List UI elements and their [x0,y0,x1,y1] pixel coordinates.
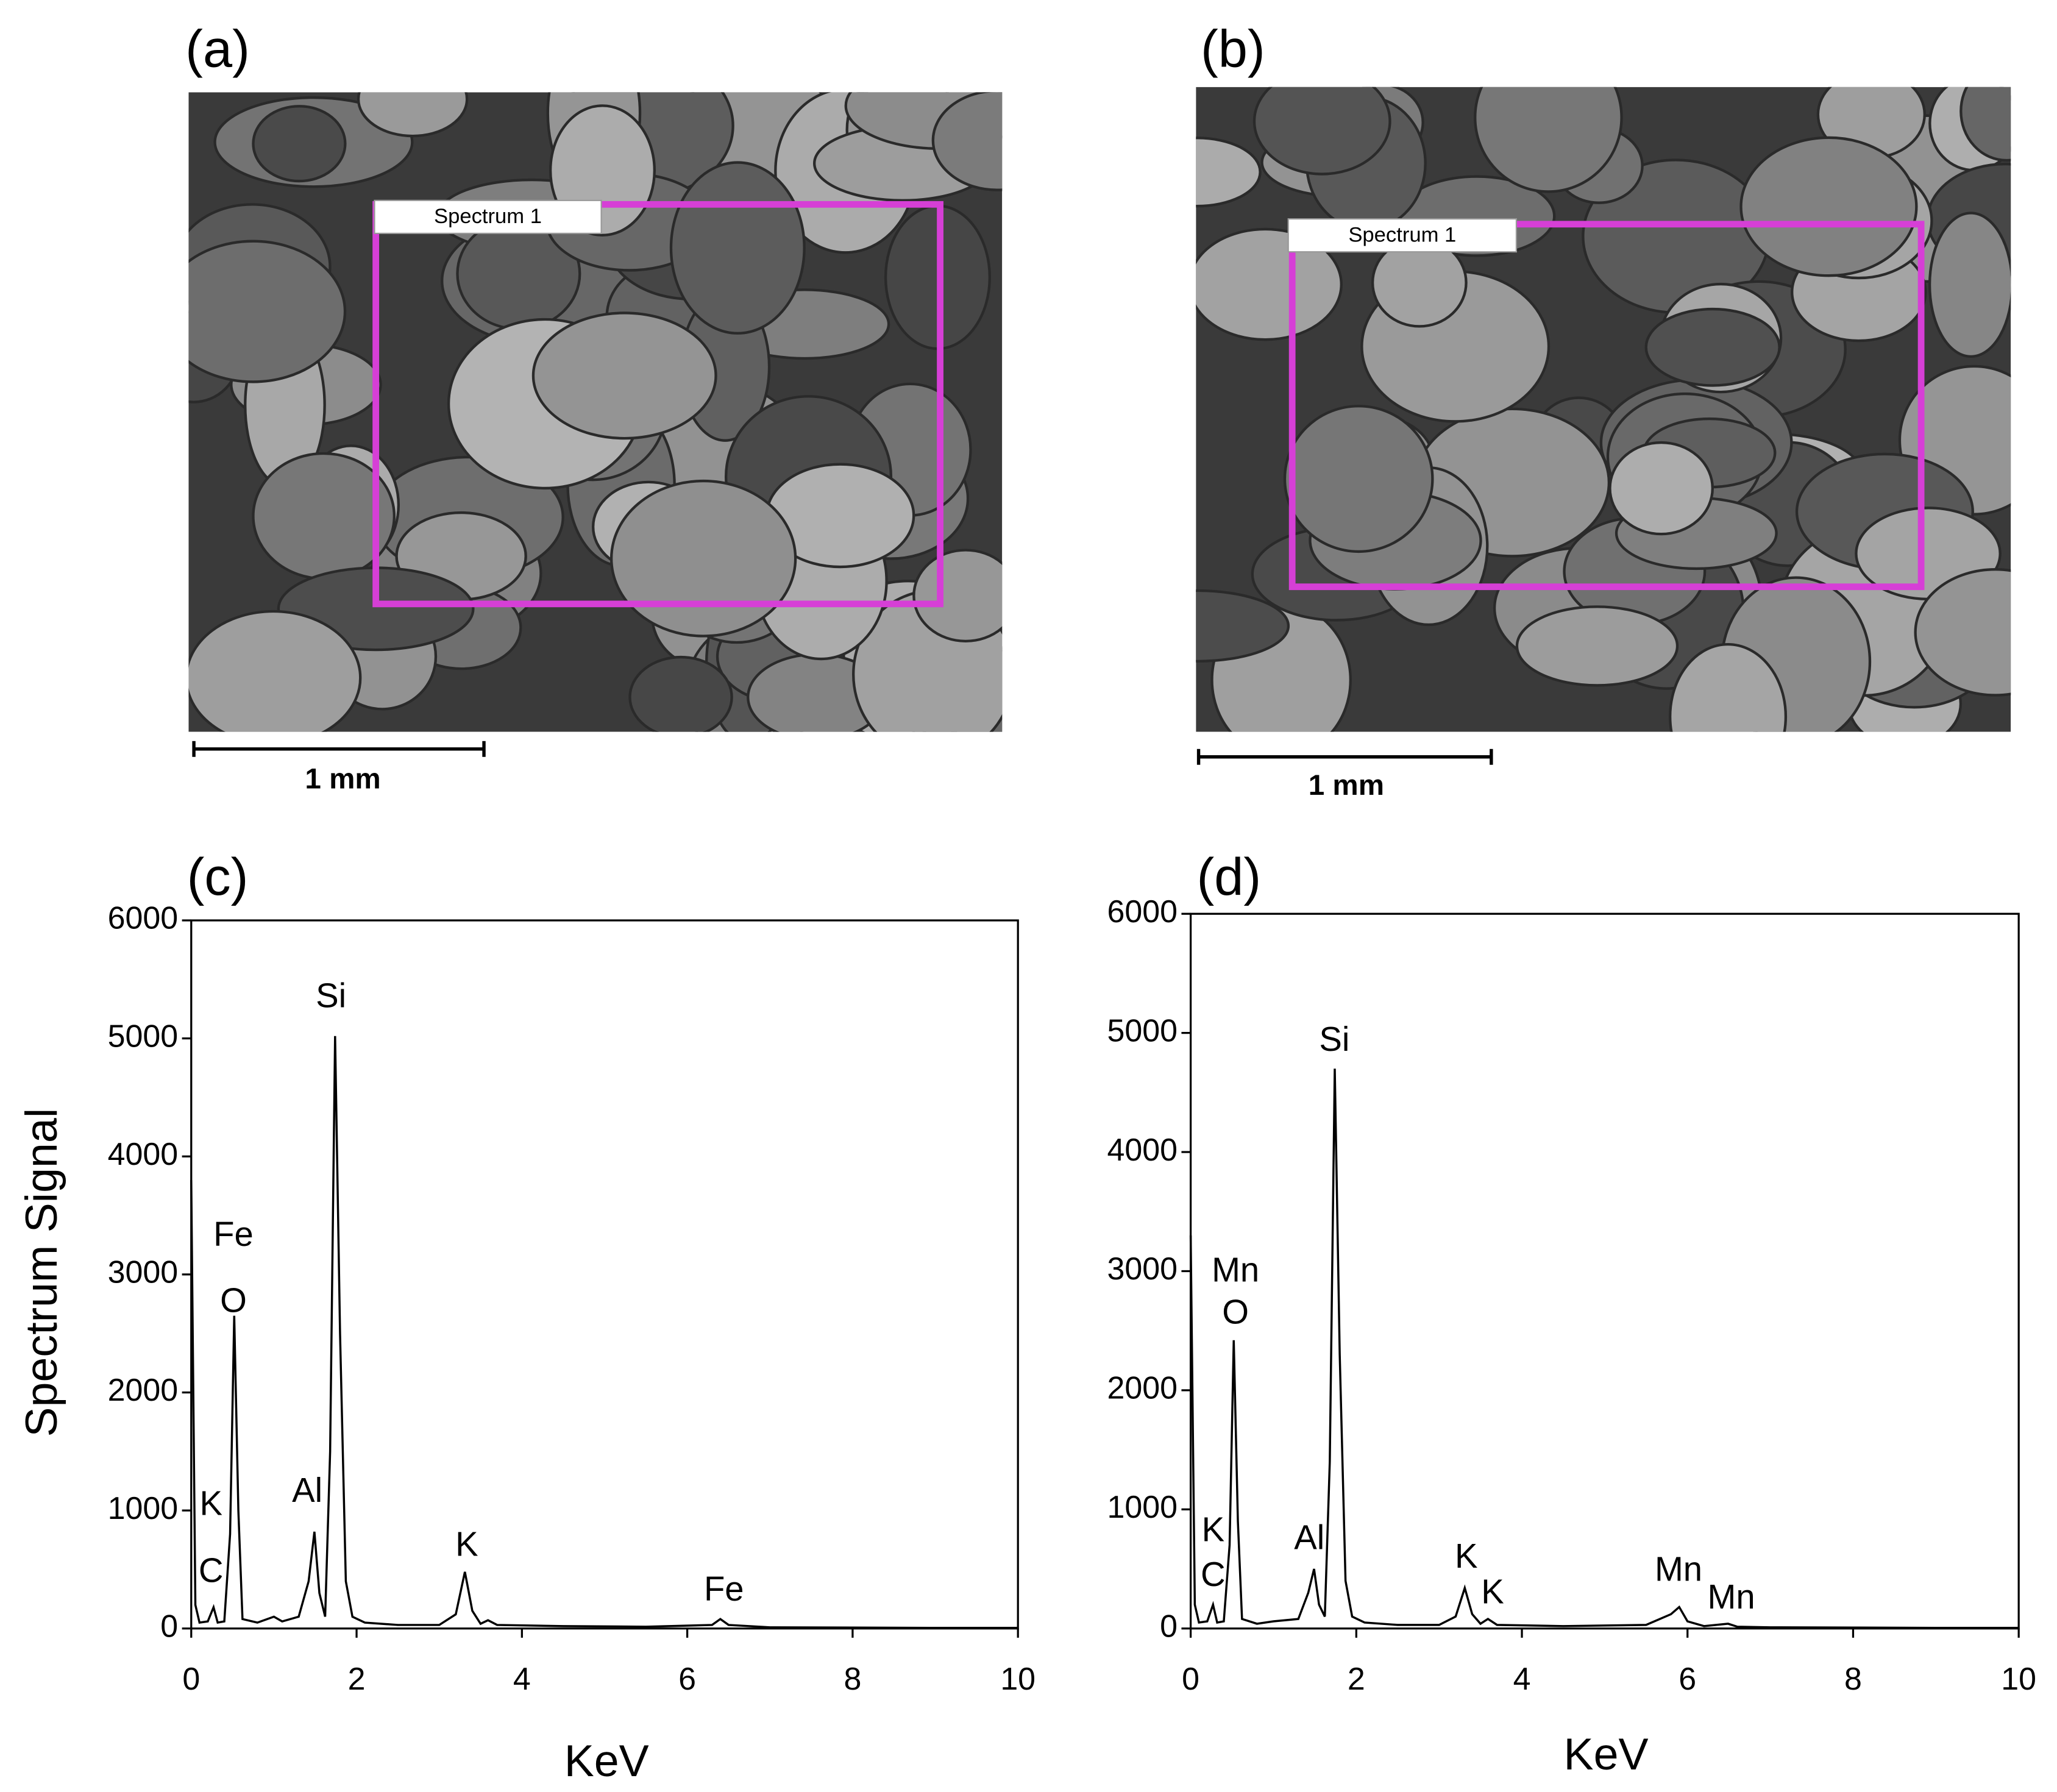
peak-label: Si [1319,1020,1349,1058]
x-tick-label: 8 [1844,1662,1862,1697]
peak-label: O [220,1281,247,1319]
x-tick-label: 2 [1348,1662,1365,1697]
grain [1515,605,1679,687]
grain [1474,87,1623,193]
grain [357,92,469,138]
grain [609,479,797,638]
peak-label: Mn [1655,1550,1702,1588]
x-tick-label: 8 [844,1662,861,1697]
x-tick-label: 6 [678,1662,696,1697]
grain [188,610,362,732]
grain [1196,227,1343,341]
spectrum-box [1288,221,1925,591]
sem-image [1196,87,2011,732]
grain [531,311,717,440]
y-tick-label: 0 [160,1609,178,1644]
x-tick-label: 4 [1513,1662,1531,1697]
spectrum-line [1189,1068,2019,1629]
grain [1914,568,2011,697]
y-tick-label: 6000 [1107,894,1177,930]
peak-label: C [1201,1555,1226,1593]
grain [912,549,1003,643]
y-tick-label: 6000 [108,901,178,936]
y-tick-label: 2000 [1107,1371,1177,1406]
peak-label: C [199,1551,224,1590]
peak-label: Al [292,1471,322,1509]
spectrum-label: Spectrum 1 [434,205,542,228]
peak-label: Fe [704,1570,744,1608]
grain [669,161,806,335]
y-tick-label: 4000 [108,1137,178,1172]
grain [931,92,1003,191]
peak-label: K [199,1484,222,1522]
grain [1928,212,2011,358]
peak-label: K [1455,1537,1478,1575]
spectrum-label: Spectrum 1 [1348,223,1456,246]
grain [1739,136,1918,277]
x-axis-label: KeV [1564,1729,1649,1779]
grain [188,240,347,383]
grain [252,105,347,183]
panel-label: (d) [1196,848,1261,906]
spectrum-label-box [374,199,602,234]
y-tick-label: 0 [1160,1609,1178,1644]
x-tick-label: 4 [513,1662,531,1697]
grain [628,655,733,732]
plot-frame [190,919,1019,1630]
x-tick-label: 0 [182,1662,200,1697]
grain [1669,643,1788,732]
peak-label: K [1481,1572,1504,1610]
panel-label: (c) [187,848,249,906]
y-tick-label: 2000 [108,1373,178,1408]
grain [1283,405,1434,553]
peak-label: K [455,1524,478,1563]
y-tick-label: 5000 [1107,1013,1177,1048]
panel-label: (b) [1201,20,1265,78]
grain [1196,589,1290,663]
y-tick-label: 4000 [1107,1132,1177,1168]
grain [1196,137,1262,208]
y-tick-label: 3000 [1107,1251,1177,1287]
x-tick-label: 0 [1182,1662,1199,1697]
grain [1959,87,2011,162]
x-tick-label: 10 [1000,1662,1036,1697]
x-tick-label: 2 [348,1662,366,1697]
grain [1644,307,1781,387]
x-axis-label: KeV [564,1735,649,1786]
y-tick-label: 5000 [108,1019,178,1054]
peak-label: Mn [1212,1250,1259,1289]
scale-label: 1 mm [305,763,380,795]
peak-label: Al [1294,1518,1324,1557]
spectrum-box [372,201,943,608]
peak-label: Fe [213,1215,254,1253]
grain [1252,87,1391,176]
y-tick-label: 3000 [108,1255,178,1290]
x-tick-label: 10 [2001,1662,2036,1697]
spectrum-line [190,1036,1018,1629]
spectrum-label-box [1287,218,1518,253]
grain [1608,441,1714,536]
scale-label: 1 mm [1309,769,1384,802]
x-tick-label: 6 [1679,1662,1696,1697]
sem-image [188,92,1003,732]
panel-label: (a) [185,20,250,78]
y-axis-label: Spectrum Signal [16,1108,66,1437]
y-tick-label: 1000 [108,1491,178,1526]
peak-label: O [1222,1293,1249,1331]
peak-label: Mn [1708,1577,1755,1616]
y-tick-label: 1000 [1107,1490,1177,1525]
peak-label: K [1202,1510,1225,1549]
peak-label: Si [316,976,346,1015]
